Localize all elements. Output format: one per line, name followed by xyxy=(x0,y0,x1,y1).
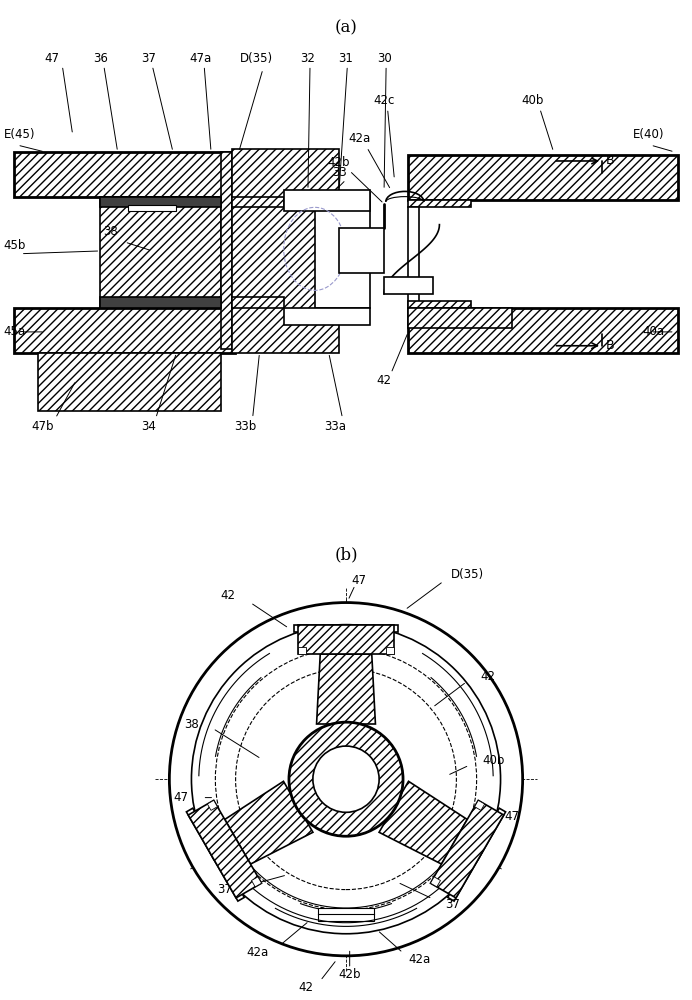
Polygon shape xyxy=(318,908,374,921)
Polygon shape xyxy=(232,297,284,308)
Polygon shape xyxy=(232,149,339,353)
Polygon shape xyxy=(128,205,176,211)
Polygon shape xyxy=(408,308,678,353)
Circle shape xyxy=(170,603,522,956)
Text: 33a: 33a xyxy=(325,420,347,433)
Polygon shape xyxy=(384,277,432,294)
Text: 42a: 42a xyxy=(246,946,268,959)
Polygon shape xyxy=(14,308,235,353)
Text: E(45): E(45) xyxy=(3,128,35,141)
Polygon shape xyxy=(295,625,397,632)
Polygon shape xyxy=(408,200,471,207)
Polygon shape xyxy=(38,353,221,411)
Text: E(40): E(40) xyxy=(632,128,664,141)
Text: 42b: 42b xyxy=(338,968,361,981)
Polygon shape xyxy=(408,207,419,308)
Polygon shape xyxy=(430,877,441,887)
Text: 42a: 42a xyxy=(349,132,371,145)
Polygon shape xyxy=(208,800,217,810)
Polygon shape xyxy=(284,190,370,211)
Text: D(35): D(35) xyxy=(451,568,484,581)
Text: 34: 34 xyxy=(141,420,156,433)
Text: 38: 38 xyxy=(184,718,199,730)
Text: 32: 32 xyxy=(300,52,316,65)
Text: 47: 47 xyxy=(352,574,366,587)
Circle shape xyxy=(313,746,379,812)
Polygon shape xyxy=(284,308,370,325)
Text: 47a: 47a xyxy=(190,52,212,65)
Text: 37: 37 xyxy=(445,898,460,911)
Text: 42: 42 xyxy=(298,981,313,994)
Circle shape xyxy=(289,722,403,836)
Text: 42: 42 xyxy=(221,589,236,602)
Polygon shape xyxy=(298,647,306,654)
Text: 36: 36 xyxy=(93,52,108,65)
Text: 42c: 42c xyxy=(374,94,394,107)
Polygon shape xyxy=(430,800,504,898)
Text: 47: 47 xyxy=(173,791,188,804)
Polygon shape xyxy=(448,808,506,901)
Polygon shape xyxy=(188,800,262,898)
Polygon shape xyxy=(186,808,244,901)
Text: 42: 42 xyxy=(480,670,495,683)
Polygon shape xyxy=(100,197,221,308)
Text: 33b: 33b xyxy=(235,420,257,433)
Text: 40b: 40b xyxy=(482,754,504,767)
Polygon shape xyxy=(100,297,221,308)
Text: 42b: 42b xyxy=(328,156,350,169)
Polygon shape xyxy=(225,781,313,864)
Polygon shape xyxy=(408,308,512,328)
Polygon shape xyxy=(408,155,678,200)
Text: 37: 37 xyxy=(141,52,156,65)
Circle shape xyxy=(192,625,500,934)
Polygon shape xyxy=(14,152,235,197)
Polygon shape xyxy=(251,877,262,887)
Polygon shape xyxy=(386,647,394,654)
Polygon shape xyxy=(298,625,394,654)
Text: 31: 31 xyxy=(338,52,354,65)
Text: D(35): D(35) xyxy=(239,52,273,65)
Text: 42: 42 xyxy=(376,374,392,387)
Text: 33: 33 xyxy=(331,166,347,179)
Text: (b): (b) xyxy=(334,546,358,563)
Polygon shape xyxy=(232,197,284,207)
Text: 38: 38 xyxy=(103,225,118,238)
Text: 30: 30 xyxy=(376,52,392,65)
Text: 45b: 45b xyxy=(3,239,26,252)
Text: 47: 47 xyxy=(504,810,519,822)
Text: 37: 37 xyxy=(217,883,232,896)
Text: 40a: 40a xyxy=(642,325,664,338)
Polygon shape xyxy=(379,781,467,864)
Text: 45a: 45a xyxy=(3,325,26,338)
Polygon shape xyxy=(316,654,376,724)
Polygon shape xyxy=(339,228,384,273)
Text: 42a: 42a xyxy=(408,953,430,966)
Text: B: B xyxy=(606,154,614,167)
Polygon shape xyxy=(315,194,370,308)
Polygon shape xyxy=(475,800,484,810)
Text: (a): (a) xyxy=(334,19,358,36)
Text: B: B xyxy=(606,339,614,352)
Polygon shape xyxy=(408,301,471,308)
Text: 47: 47 xyxy=(44,52,60,65)
Polygon shape xyxy=(221,152,232,349)
Polygon shape xyxy=(100,197,221,207)
Text: 40b: 40b xyxy=(522,94,544,107)
Text: 47b: 47b xyxy=(32,420,54,433)
